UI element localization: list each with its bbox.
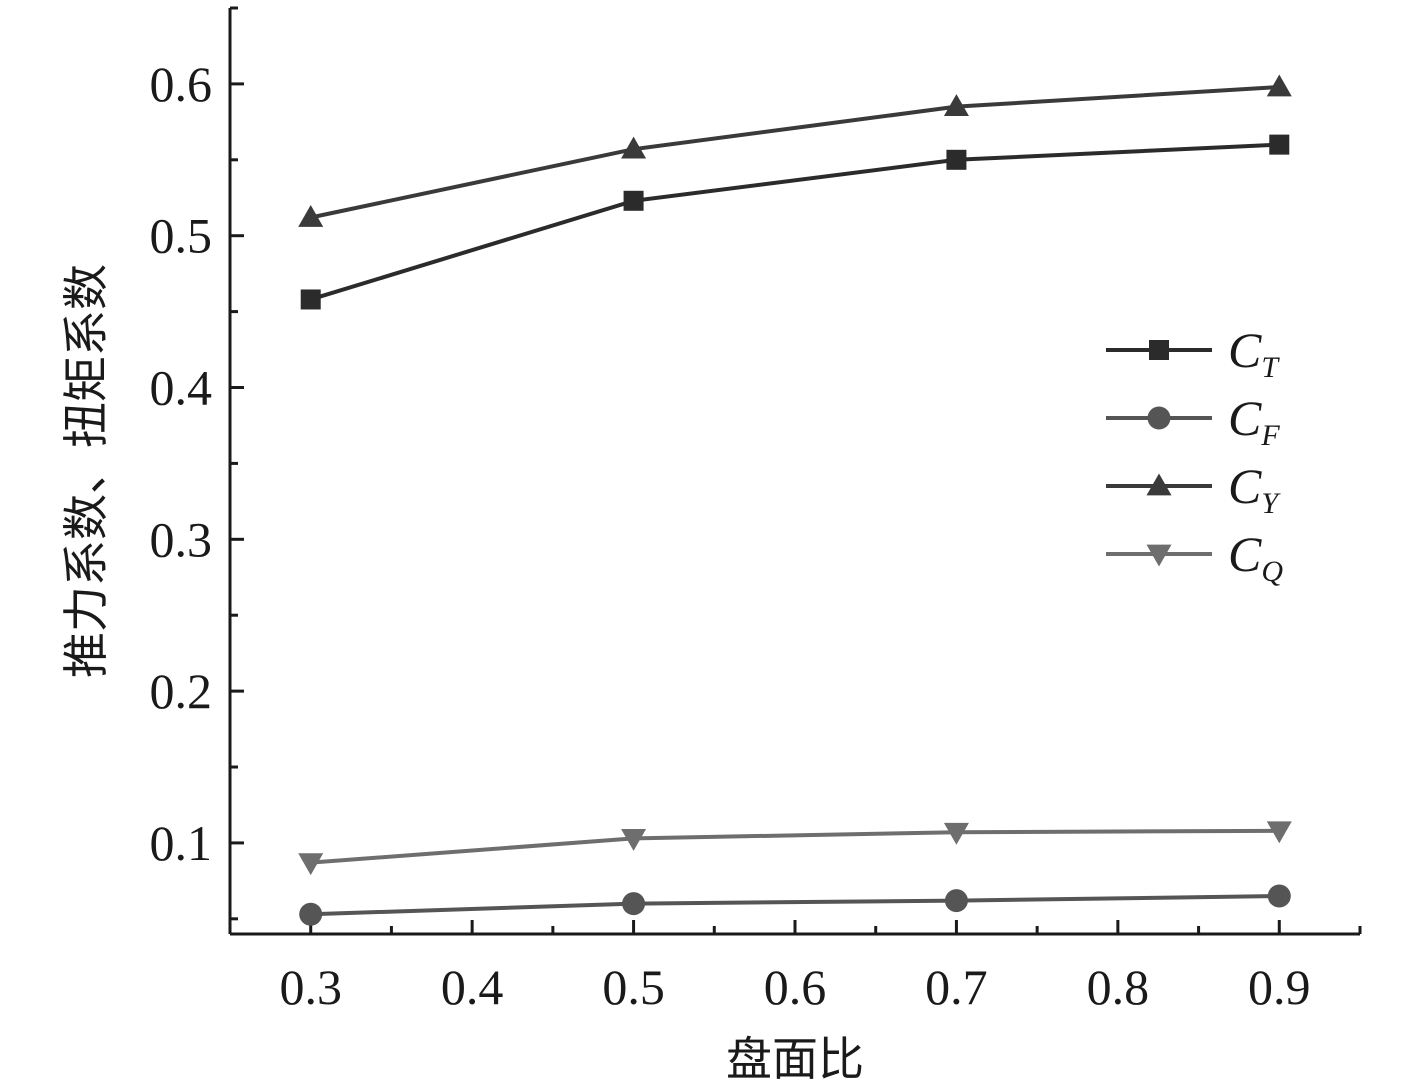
data-point-C_Q bbox=[943, 822, 969, 845]
legend-marker bbox=[1146, 473, 1172, 496]
data-point-C_T bbox=[623, 190, 644, 211]
y-tick-label: 0.5 bbox=[150, 208, 213, 264]
data-point-C_F bbox=[622, 892, 646, 916]
x-axis-title: 盘面比 bbox=[726, 1032, 864, 1086]
data-point-C_Q bbox=[621, 828, 647, 851]
ticks bbox=[228, 6, 1362, 934]
series-C_Y bbox=[298, 74, 1292, 227]
data-point-C_Y bbox=[298, 204, 324, 227]
legend-marker bbox=[1147, 406, 1171, 430]
y-tick-label: 0.2 bbox=[150, 663, 213, 719]
legend-marker bbox=[1149, 340, 1169, 360]
tick-labels: 0.3 0.4 0.5 0.6 0.7 0.8 0.9 0.1 0.2 0.3 0.4 0.5 0.6 bbox=[150, 56, 1311, 1015]
data-point-C_T bbox=[1269, 134, 1290, 155]
legend-label: CQ bbox=[1228, 526, 1283, 588]
legend-label: CY bbox=[1228, 458, 1281, 520]
x-tick-label: 0.9 bbox=[1248, 959, 1311, 1015]
legend-item-C_F: CF bbox=[1106, 390, 1280, 452]
legend-item-C_Q: CQ bbox=[1106, 526, 1283, 588]
x-tick-label: 0.3 bbox=[279, 959, 342, 1015]
y-axis-title: 推力系数、扭矩系数 bbox=[59, 264, 113, 678]
legend-item-C_Y: CY bbox=[1106, 458, 1281, 520]
data-point-C_F bbox=[944, 889, 968, 913]
legend-label: CT bbox=[1228, 322, 1280, 384]
series-C_F bbox=[299, 884, 1291, 926]
data-point-C_Q bbox=[298, 853, 324, 876]
series-line-C_F bbox=[310, 894, 1280, 917]
series-line-C_Q bbox=[310, 828, 1280, 865]
series-line-C_Y bbox=[310, 84, 1280, 220]
series-line-C_T bbox=[310, 142, 1280, 302]
legend-label: CF bbox=[1228, 390, 1280, 452]
data-point-C_T bbox=[946, 149, 967, 170]
data-point-C_F bbox=[299, 902, 323, 926]
series-layer bbox=[298, 74, 1292, 926]
y-tick-label: 0.4 bbox=[150, 360, 213, 416]
x-tick-label: 0.6 bbox=[764, 959, 827, 1015]
x-tick-label: 0.7 bbox=[925, 959, 988, 1015]
data-point-C_Y bbox=[943, 94, 969, 117]
data-point-C_Q bbox=[1266, 821, 1292, 844]
legend-marker bbox=[1146, 544, 1172, 567]
series-C_T bbox=[300, 134, 1290, 310]
x-tick-label: 0.5 bbox=[602, 959, 665, 1015]
legend-item-C_T: CT bbox=[1106, 322, 1280, 384]
data-point-C_Y bbox=[1266, 74, 1292, 97]
data-point-C_Y bbox=[621, 136, 647, 159]
series-C_Q bbox=[298, 821, 1292, 876]
y-tick-label: 0.1 bbox=[150, 815, 213, 871]
x-tick-label: 0.4 bbox=[441, 959, 504, 1015]
data-point-C_T bbox=[300, 289, 321, 310]
y-tick-label: 0.6 bbox=[150, 56, 213, 112]
y-tick-label: 0.3 bbox=[150, 511, 213, 567]
data-point-C_F bbox=[1267, 884, 1291, 908]
x-tick-label: 0.8 bbox=[1087, 959, 1150, 1015]
